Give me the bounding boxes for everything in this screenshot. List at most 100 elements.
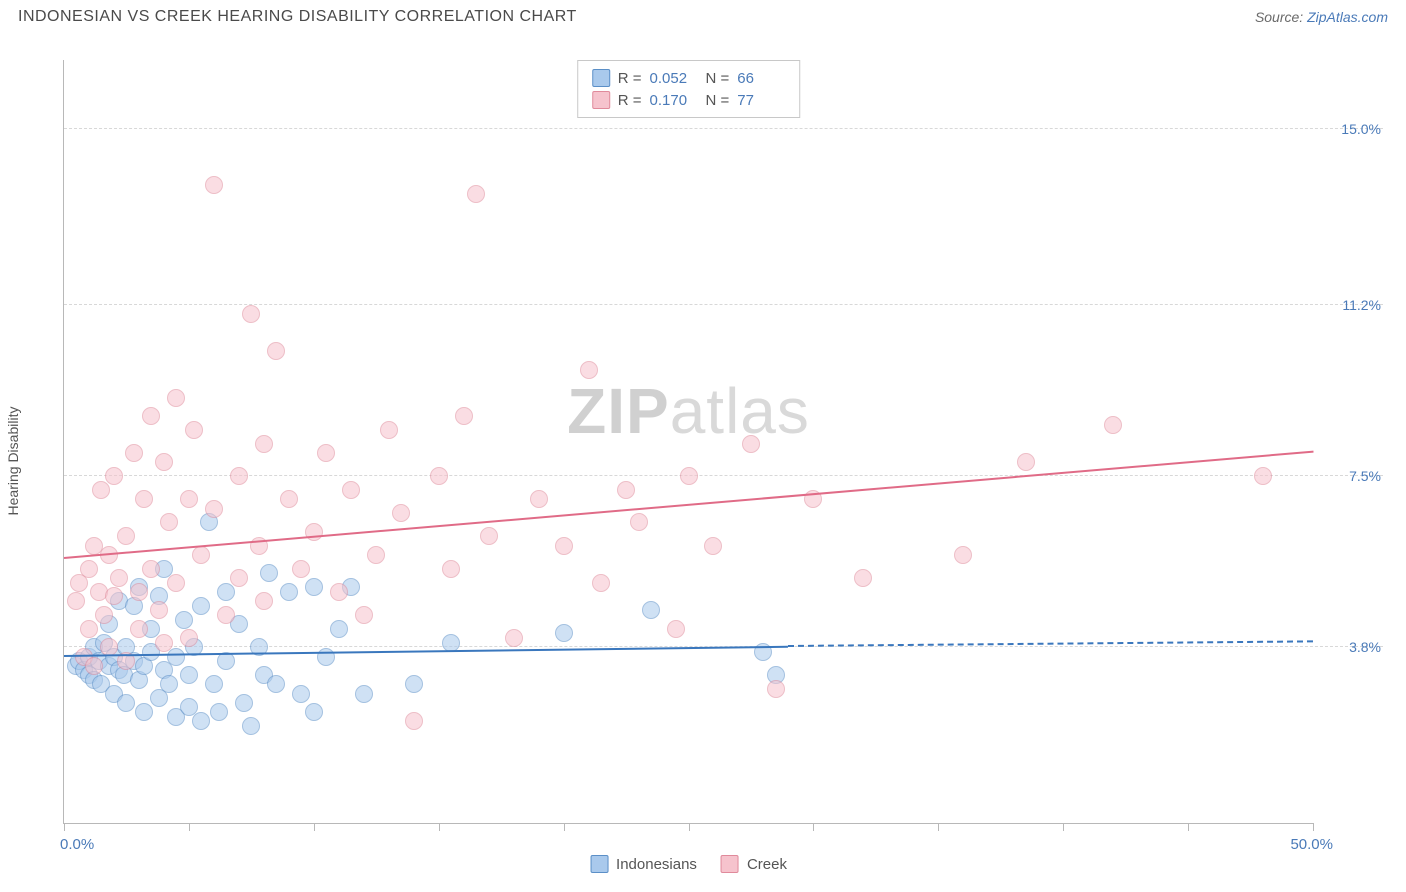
r-label: R =	[618, 92, 642, 109]
data-point-creek	[380, 421, 398, 439]
stats-swatch-indonesians	[592, 69, 610, 87]
data-point-indonesians	[167, 648, 185, 666]
x-tick	[689, 823, 690, 831]
gridline	[64, 128, 1383, 129]
gridline	[64, 304, 1383, 305]
x-tick	[314, 823, 315, 831]
data-point-creek	[95, 606, 113, 624]
n-value-creek: 77	[737, 92, 785, 109]
plot-area: ZIPatlas R = 0.052 N = 66 R = 0.170 N = …	[63, 60, 1313, 824]
data-point-creek	[155, 453, 173, 471]
data-point-creek	[185, 421, 203, 439]
source-link[interactable]: ZipAtlas.com	[1307, 9, 1388, 25]
legend-item-indonesians: Indonesians	[590, 855, 697, 873]
r-label: R =	[618, 70, 642, 87]
data-point-creek	[430, 467, 448, 485]
data-point-creek	[1017, 453, 1035, 471]
n-label: N =	[706, 70, 730, 87]
legend-label-creek: Creek	[747, 856, 787, 873]
x-max-label: 50.0%	[1290, 836, 1333, 853]
data-point-creek	[130, 620, 148, 638]
data-point-creek	[367, 546, 385, 564]
x-tick	[64, 823, 65, 831]
gridline	[64, 475, 1383, 476]
data-point-creek	[317, 444, 335, 462]
data-point-creek	[467, 185, 485, 203]
data-point-creek	[392, 504, 410, 522]
data-point-creek	[405, 712, 423, 730]
data-point-creek	[292, 560, 310, 578]
data-point-creek	[530, 490, 548, 508]
data-point-creek	[180, 629, 198, 647]
data-point-creek	[167, 389, 185, 407]
x-min-label: 0.0%	[60, 836, 94, 853]
y-tick-label: 3.8%	[1349, 639, 1381, 655]
watermark: ZIPatlas	[567, 374, 810, 448]
stats-swatch-creek	[592, 91, 610, 109]
legend-item-creek: Creek	[721, 855, 787, 873]
data-point-creek	[142, 407, 160, 425]
data-point-creek	[680, 467, 698, 485]
x-tick	[813, 823, 814, 831]
data-point-creek	[205, 500, 223, 518]
legend-label-indonesians: Indonesians	[616, 856, 697, 873]
chart-source: Source: ZipAtlas.com	[1255, 9, 1388, 25]
data-point-indonesians	[305, 578, 323, 596]
stats-legend: R = 0.052 N = 66 R = 0.170 N = 77	[577, 60, 801, 118]
data-point-creek	[180, 490, 198, 508]
data-point-creek	[105, 467, 123, 485]
data-point-indonesians	[192, 597, 210, 615]
n-label: N =	[706, 92, 730, 109]
data-point-indonesians	[305, 703, 323, 721]
data-point-creek	[167, 574, 185, 592]
data-point-creek	[742, 435, 760, 453]
data-point-creek	[67, 592, 85, 610]
legend-swatch-indonesians	[590, 855, 608, 873]
x-tick	[1063, 823, 1064, 831]
data-point-creek	[455, 407, 473, 425]
data-point-creek	[667, 620, 685, 638]
data-point-creek	[280, 490, 298, 508]
data-point-creek	[125, 444, 143, 462]
data-point-indonesians	[117, 694, 135, 712]
series-legend: Indonesians Creek	[590, 855, 787, 873]
data-point-indonesians	[180, 666, 198, 684]
data-point-creek	[630, 513, 648, 531]
n-value-indonesians: 66	[737, 70, 785, 87]
data-point-creek	[580, 361, 598, 379]
data-point-creek	[155, 634, 173, 652]
data-point-creek	[242, 305, 260, 323]
stats-row-indonesians: R = 0.052 N = 66	[592, 67, 786, 89]
data-point-creek	[505, 629, 523, 647]
data-point-indonesians	[205, 675, 223, 693]
data-point-indonesians	[217, 583, 235, 601]
data-point-indonesians	[355, 685, 373, 703]
data-point-creek	[160, 513, 178, 531]
data-point-creek	[117, 527, 135, 545]
data-point-indonesians	[442, 634, 460, 652]
data-point-creek	[92, 481, 110, 499]
data-point-indonesians	[280, 583, 298, 601]
data-point-indonesians	[260, 564, 278, 582]
data-point-creek	[150, 601, 168, 619]
data-point-indonesians	[235, 694, 253, 712]
data-point-creek	[767, 680, 785, 698]
data-point-indonesians	[242, 717, 260, 735]
stats-row-creek: R = 0.170 N = 77	[592, 89, 786, 111]
data-point-creek	[230, 467, 248, 485]
data-point-creek	[442, 560, 460, 578]
data-point-creek	[110, 569, 128, 587]
data-point-indonesians	[330, 620, 348, 638]
data-point-creek	[80, 560, 98, 578]
x-tick	[938, 823, 939, 831]
data-point-creek	[130, 583, 148, 601]
y-tick-label: 11.2%	[1342, 297, 1381, 313]
data-point-indonesians	[317, 648, 335, 666]
data-point-creek	[1104, 416, 1122, 434]
data-point-creek	[704, 537, 722, 555]
data-point-indonesians	[175, 611, 193, 629]
data-point-creek	[267, 342, 285, 360]
data-point-creek	[480, 527, 498, 545]
data-point-indonesians	[210, 703, 228, 721]
chart-title: INDONESIAN VS CREEK HEARING DISABILITY C…	[18, 8, 577, 26]
